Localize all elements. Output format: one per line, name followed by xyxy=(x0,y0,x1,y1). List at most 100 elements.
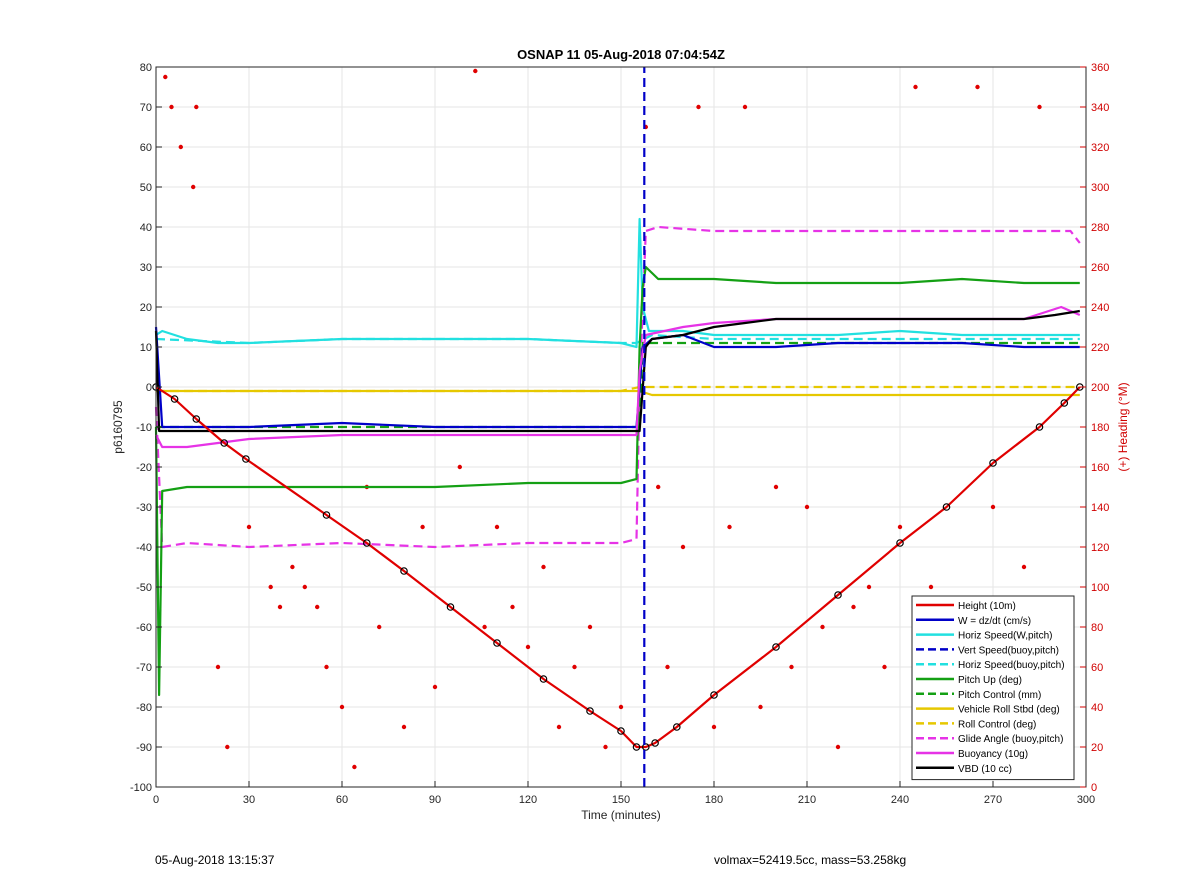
height-marker xyxy=(772,643,780,651)
heading-point xyxy=(494,524,500,530)
height-marker xyxy=(1035,423,1044,431)
heading-point xyxy=(587,624,593,630)
y-tick-label: -20 xyxy=(136,462,152,474)
y-right-tick-label: 360 xyxy=(1091,62,1109,74)
y-tick-label: -10 xyxy=(136,422,152,434)
y-axis-right-label: (+) Heading (°M) xyxy=(1116,382,1130,471)
legend-label: Roll Control (deg) xyxy=(958,719,1036,730)
y-right-tick-label: 60 xyxy=(1091,662,1103,674)
legend-label: Pitch Up (deg) xyxy=(958,675,1022,686)
x-tick-label: 270 xyxy=(984,794,1002,806)
heading-point xyxy=(277,604,283,610)
legend-label: W = dz/dt (cm/s) xyxy=(958,616,1031,627)
y-tick-label: 0 xyxy=(146,382,152,394)
heading-point xyxy=(352,764,357,770)
heading-point xyxy=(420,524,425,530)
heading-point xyxy=(482,624,487,630)
height-marker xyxy=(539,675,548,683)
heading-point xyxy=(302,584,307,590)
y-tick-label: -60 xyxy=(136,622,152,634)
heading-point xyxy=(377,624,382,630)
height-marker xyxy=(400,567,408,575)
height-marker xyxy=(362,539,371,547)
series-layer xyxy=(152,67,1084,787)
legend-label: Buoyancy (10g) xyxy=(958,749,1028,760)
y-tick-label: -30 xyxy=(136,502,152,514)
legend-label: Vehicle Roll Stbd (deg) xyxy=(958,705,1060,716)
heading-point xyxy=(789,664,794,670)
heading-point xyxy=(290,564,295,570)
height-marker xyxy=(672,723,681,731)
heading-point xyxy=(727,524,732,530)
series-line-vbd-10-cc xyxy=(154,309,1080,433)
heading-point xyxy=(178,144,183,150)
heading-point xyxy=(457,464,462,470)
y-tick-label: -40 xyxy=(136,542,152,554)
x-tick-label: 240 xyxy=(891,794,909,806)
y-tick-label: -90 xyxy=(136,742,152,754)
heading-point xyxy=(225,744,230,750)
heading-point xyxy=(246,524,252,530)
heading-point xyxy=(1037,104,1042,110)
heading-point xyxy=(928,584,934,590)
legend-label: Glide Angle (buoy,pitch) xyxy=(958,734,1063,745)
heading-point xyxy=(339,704,345,710)
height-marker xyxy=(220,439,229,447)
heading-point xyxy=(618,704,624,710)
heading-point xyxy=(665,664,670,670)
y-tick-label: -50 xyxy=(136,582,152,594)
heading-point xyxy=(572,664,577,670)
right-axis-ticks: 0 20 40 60 80 100 120 140 160 180 200 220 240 260 280 3… xyxy=(1080,62,1109,794)
heading-point xyxy=(510,604,515,610)
y-tick-label: 30 xyxy=(140,262,152,274)
y-tick-label: -80 xyxy=(136,702,152,714)
height-marker xyxy=(896,539,904,547)
legend-label: Height (10m) xyxy=(958,601,1016,612)
height-marker xyxy=(493,639,501,647)
x-tick-label: 120 xyxy=(519,794,537,806)
height-marker xyxy=(192,415,201,423)
legend-label: Horiz Speed(buoy,pitch) xyxy=(958,660,1065,671)
y-tick-label: -70 xyxy=(136,662,152,674)
heading-point xyxy=(191,184,196,190)
heading-point xyxy=(711,724,717,730)
x-axis-label: Time (minutes) xyxy=(581,808,661,822)
y-right-tick-label: 320 xyxy=(1091,142,1109,154)
heading-point xyxy=(758,704,763,710)
heading-point xyxy=(696,104,701,110)
legend-label: VBD (10 cc) xyxy=(958,764,1012,775)
legend-label: Pitch Control (mm) xyxy=(958,690,1041,701)
y-right-tick-label: 20 xyxy=(1091,742,1103,754)
y-right-tick-label: 0 xyxy=(1091,782,1097,794)
chart-title: OSNAP 11 05-Aug-2018 07:04:54Z xyxy=(517,47,725,62)
y-right-tick-label: 200 xyxy=(1091,382,1109,394)
y-right-tick-label: 160 xyxy=(1091,462,1109,474)
heading-point xyxy=(541,564,546,570)
y-tick-label: 80 xyxy=(140,62,152,74)
height-marker xyxy=(989,459,997,467)
footer-volmax-mass: volmax=52419.5cc, mass=53.258kg xyxy=(714,853,907,867)
heading-point xyxy=(401,724,407,730)
heading-point xyxy=(169,104,174,110)
y-tick-label: 20 xyxy=(140,302,152,314)
height-marker xyxy=(242,455,250,463)
series-line-height-10m xyxy=(155,386,1081,749)
height-marker xyxy=(170,395,179,403)
y-right-tick-label: 260 xyxy=(1091,262,1109,274)
x-tick-label: 300 xyxy=(1077,794,1095,806)
y-tick-label: 70 xyxy=(140,102,152,114)
legend: Height (10m) W = dz/dt (cm/s) Horiz Speed(… xyxy=(911,595,1075,781)
heading-point xyxy=(975,84,980,90)
heading-point xyxy=(268,584,273,590)
heading-point xyxy=(835,744,841,750)
y-right-tick-label: 180 xyxy=(1091,422,1109,434)
heading-point xyxy=(432,684,438,690)
y-right-tick-label: 100 xyxy=(1091,582,1109,594)
heading-point xyxy=(851,604,856,610)
y-tick-label: 60 xyxy=(140,142,152,154)
y-right-tick-label: 280 xyxy=(1091,222,1109,234)
y-axis-label: p6160795 xyxy=(111,400,125,454)
y-tick-label: 50 xyxy=(140,182,152,194)
height-marker xyxy=(617,727,625,735)
